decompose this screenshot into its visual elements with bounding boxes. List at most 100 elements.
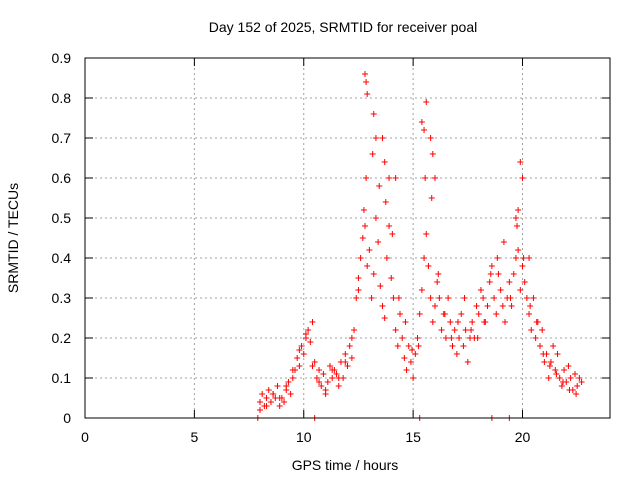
data-point bbox=[377, 283, 384, 289]
data-point bbox=[405, 343, 412, 349]
data-point bbox=[335, 375, 342, 381]
data-point bbox=[375, 239, 382, 245]
grid-layer bbox=[85, 58, 610, 418]
data-point bbox=[263, 395, 270, 401]
data-point bbox=[442, 335, 449, 341]
data-point bbox=[294, 355, 301, 361]
data-point bbox=[559, 379, 566, 385]
data-point bbox=[497, 287, 504, 293]
data-point bbox=[311, 359, 318, 365]
data-point bbox=[567, 375, 574, 381]
data-point bbox=[517, 287, 524, 293]
data-point bbox=[348, 355, 355, 361]
data-point bbox=[379, 303, 386, 309]
data-point bbox=[481, 319, 488, 325]
data-point bbox=[383, 255, 390, 261]
data-point bbox=[392, 175, 399, 181]
data-point bbox=[296, 363, 303, 369]
data-point bbox=[414, 335, 421, 341]
data-point bbox=[386, 175, 393, 181]
data-point bbox=[500, 239, 507, 245]
data-point bbox=[364, 91, 371, 97]
data-point bbox=[453, 351, 460, 357]
data-point bbox=[495, 271, 502, 277]
y-axis-label: SRMTID / TECUs bbox=[5, 183, 21, 293]
data-point bbox=[329, 367, 336, 373]
data-point bbox=[578, 379, 585, 385]
data-point bbox=[309, 319, 316, 325]
data-point bbox=[416, 311, 423, 317]
data-point bbox=[287, 391, 294, 397]
x-tick-label: 20 bbox=[515, 429, 531, 445]
data-point bbox=[537, 343, 543, 349]
data-point bbox=[456, 335, 463, 341]
plot-frame bbox=[84, 57, 611, 419]
data-point bbox=[520, 255, 527, 261]
data-point bbox=[556, 375, 563, 381]
data-point bbox=[362, 223, 368, 229]
data-point bbox=[488, 263, 495, 269]
data-point bbox=[276, 395, 283, 401]
data-point bbox=[289, 367, 296, 373]
data-point bbox=[460, 343, 467, 349]
data-point bbox=[447, 319, 454, 325]
data-point bbox=[451, 327, 458, 333]
chart-title: Day 152 of 2025, SRMTID for receiver poa… bbox=[209, 19, 477, 35]
data-point bbox=[342, 351, 349, 357]
data-point bbox=[494, 255, 501, 261]
data-point bbox=[566, 387, 573, 393]
data-point bbox=[395, 295, 402, 301]
data-point bbox=[436, 295, 443, 301]
data-point bbox=[364, 263, 371, 269]
data-point bbox=[379, 135, 386, 141]
y-tick-label: 0 bbox=[63, 410, 71, 426]
data-point bbox=[528, 327, 535, 333]
data-point bbox=[353, 295, 360, 301]
data-point bbox=[526, 255, 533, 261]
data-point bbox=[468, 327, 475, 333]
data-point bbox=[289, 375, 296, 381]
data-point bbox=[429, 319, 436, 325]
y-tick-label: 0.6 bbox=[52, 170, 72, 186]
data-point bbox=[519, 263, 526, 269]
data-point bbox=[491, 295, 498, 301]
data-point bbox=[434, 279, 441, 285]
data-point bbox=[283, 383, 290, 389]
data-point bbox=[540, 351, 547, 357]
y-tick-label: 0.7 bbox=[52, 130, 72, 146]
data-point bbox=[257, 407, 263, 413]
y-tick-label: 0.3 bbox=[52, 290, 72, 306]
data-point bbox=[507, 295, 514, 301]
data-point bbox=[382, 199, 389, 205]
data-point bbox=[333, 371, 340, 377]
data-point bbox=[355, 275, 362, 281]
data-point bbox=[372, 135, 379, 141]
data-point bbox=[576, 375, 583, 381]
data-point bbox=[469, 319, 476, 325]
data-point bbox=[305, 327, 312, 333]
data-point bbox=[265, 387, 272, 393]
data-point bbox=[394, 343, 401, 349]
data-point bbox=[363, 175, 370, 181]
data-point bbox=[572, 371, 578, 377]
data-point bbox=[523, 295, 530, 301]
y-tick-label: 0.9 bbox=[52, 50, 72, 66]
y-tick-label: 0.5 bbox=[52, 210, 72, 226]
data-point bbox=[545, 375, 552, 381]
data-point bbox=[425, 263, 432, 269]
data-point bbox=[359, 235, 366, 241]
data-point bbox=[390, 295, 397, 301]
data-point bbox=[397, 311, 403, 317]
data-point bbox=[259, 391, 266, 397]
data-point bbox=[316, 379, 323, 385]
data-point bbox=[432, 303, 438, 309]
data-point bbox=[335, 383, 342, 389]
data-point bbox=[432, 175, 438, 181]
data-point bbox=[552, 367, 559, 373]
x-axis-label: GPS time / hours bbox=[292, 457, 399, 473]
data-point bbox=[401, 355, 408, 361]
data-point bbox=[428, 195, 435, 201]
data-point bbox=[402, 319, 409, 325]
data-point bbox=[399, 335, 406, 341]
